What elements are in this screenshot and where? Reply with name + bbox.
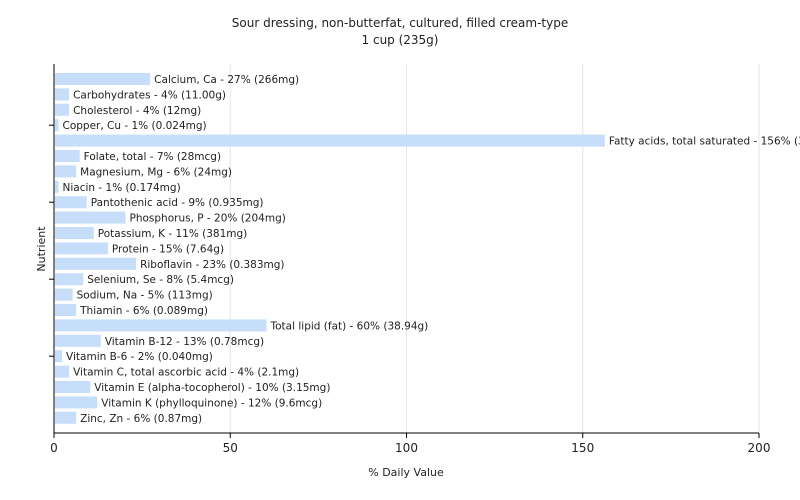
bar — [55, 196, 87, 209]
chart-title: Sour dressing, non-butterfat, cultured, … — [232, 16, 568, 30]
bar-label: Vitamin K (phylloquinone) - 12% (9.6mcg) — [101, 397, 322, 409]
bar — [55, 73, 151, 85]
bar — [55, 257, 137, 270]
bar — [55, 227, 94, 239]
bar-labels: Calcium, Ca - 27% (266mg) Carbohydrates -… — [63, 74, 800, 425]
bar — [55, 134, 605, 147]
bar — [55, 150, 80, 162]
x-tick-label: 50 — [223, 441, 238, 455]
bar — [55, 319, 267, 332]
bar — [55, 396, 98, 409]
bar-label: Riboflavin - 23% (0.383mg) — [140, 259, 284, 271]
bar — [55, 165, 77, 178]
bar-label: Protein - 15% (7.64g) — [112, 243, 224, 255]
bar-label: Carbohydrates - 4% (11.00g) — [73, 89, 226, 101]
bar — [55, 273, 84, 286]
bar-label: Vitamin B-12 - 13% (0.78mcg) — [105, 336, 264, 348]
bar-label: Fatty acids, total saturated - 156% (31.… — [609, 136, 800, 148]
bar-label: Copper, Cu - 1% (0.024mg) — [63, 120, 207, 132]
bar-label: Thiamin - 6% (0.089mg) — [79, 305, 208, 317]
bar — [55, 211, 126, 224]
bar-label: Sodium, Na - 5% (113mg) — [77, 290, 213, 302]
axes — [49, 64, 760, 438]
x-tick-label: 100 — [395, 441, 418, 455]
bar — [55, 365, 70, 378]
bar-label: Phosphorus, P - 20% (204mg) — [130, 213, 286, 225]
bar — [55, 242, 108, 255]
bar-label: Calcium, Ca - 27% (266mg) — [154, 74, 299, 86]
bar — [55, 180, 59, 193]
bar-label: Total lipid (fat) - 60% (38.94g) — [270, 320, 429, 332]
chart-subtitle: 1 cup (235g) — [362, 33, 439, 47]
bar — [55, 350, 63, 363]
bar — [55, 103, 70, 116]
bar — [55, 411, 77, 424]
bar-label: Magnesium, Mg - 6% (24mg) — [80, 166, 232, 178]
bar-label: Folate, total - 7% (28mcg) — [84, 151, 221, 163]
x-tick-labels: 0 50 100 150 200 — [50, 441, 770, 455]
bar — [55, 119, 59, 132]
bar-label: Vitamin C, total ascorbic acid - 4% (2.1… — [73, 367, 299, 379]
x-axis-title: % Daily Value — [368, 466, 444, 479]
bar-label: Selenium, Se - 8% (5.4mcg) — [87, 274, 234, 286]
gridlines — [229, 64, 760, 433]
bar — [55, 334, 101, 347]
bar-label: Zinc, Zn - 6% (0.87mg) — [80, 413, 202, 425]
bar-label: Vitamin E (alpha-tocopherol) - 10% (3.15… — [94, 382, 330, 394]
bar-label: Potassium, K - 11% (381mg) — [98, 228, 248, 240]
y-axis-title: Nutrient — [35, 226, 48, 272]
bar — [55, 304, 77, 316]
bar — [55, 288, 73, 301]
bar-label: Niacin - 1% (0.174mg) — [63, 182, 181, 194]
bars — [55, 73, 605, 424]
bar — [55, 381, 91, 393]
bar-label: Pantothenic acid - 9% (0.935mg) — [91, 197, 264, 209]
x-tick-label: 0 — [50, 441, 58, 455]
bar — [55, 88, 70, 101]
bar-label: Vitamin B-6 - 2% (0.040mg) — [66, 351, 213, 363]
x-tick-label: 200 — [748, 441, 771, 455]
x-tick-label: 150 — [571, 441, 594, 455]
bar-label: Cholesterol - 4% (12mg) — [73, 105, 201, 117]
